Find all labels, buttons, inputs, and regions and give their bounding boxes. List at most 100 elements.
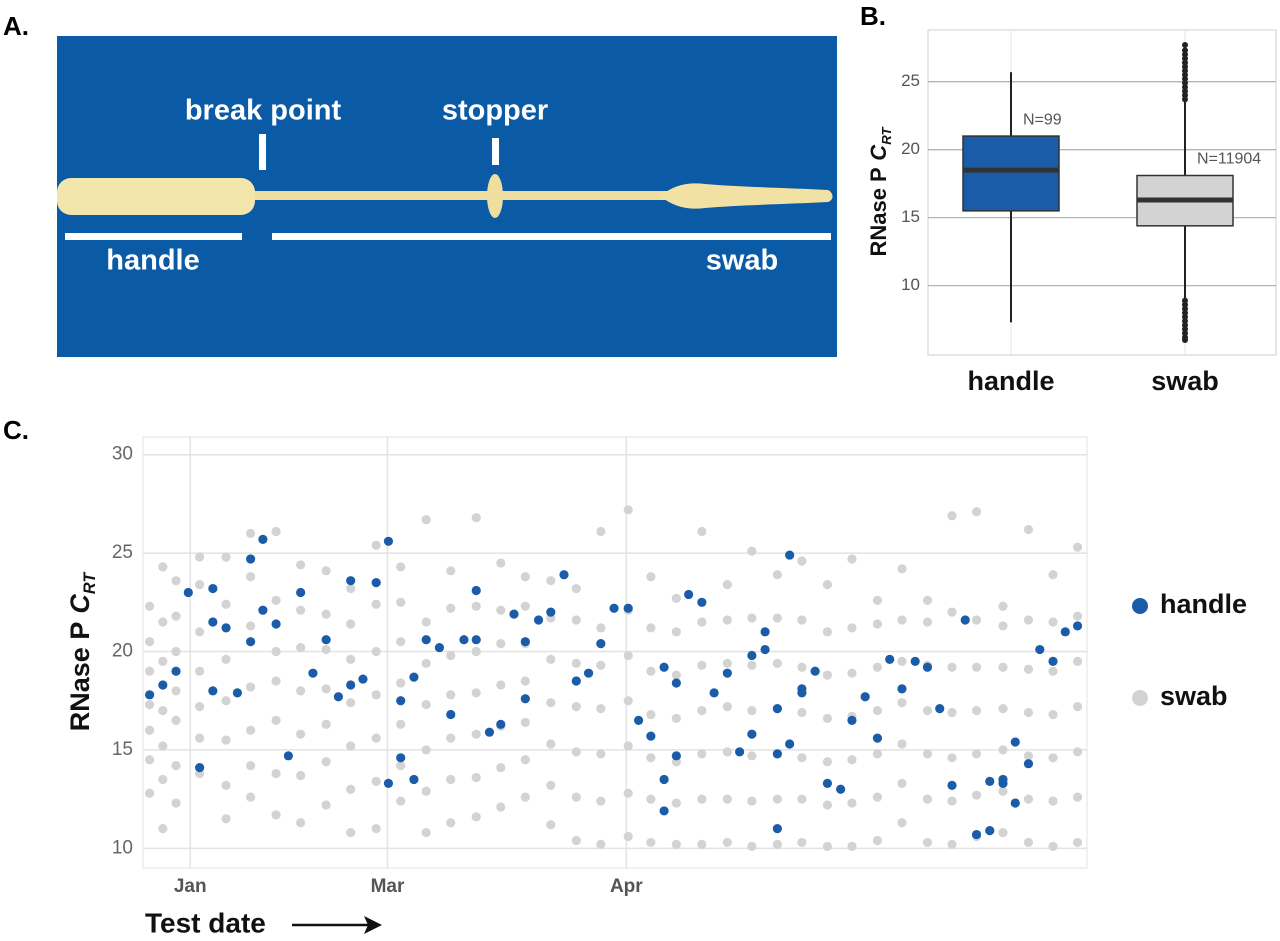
- point: [735, 747, 745, 757]
- y-tick-label: 10: [901, 275, 920, 294]
- point: [396, 637, 406, 647]
- point: [872, 619, 883, 629]
- point: [496, 558, 506, 568]
- point: [872, 705, 883, 716]
- point: [246, 528, 256, 539]
- point: [1023, 837, 1034, 848]
- point: [208, 686, 218, 696]
- x-tick-label: Apr: [610, 876, 643, 897]
- point: [421, 700, 431, 710]
- point: [671, 678, 681, 688]
- point: [998, 786, 1008, 796]
- point: [722, 702, 732, 712]
- point: [421, 786, 431, 796]
- point: [145, 666, 155, 676]
- point: [158, 741, 168, 751]
- plot-area: [142, 436, 1088, 869]
- point: [659, 662, 669, 672]
- point: [847, 755, 857, 765]
- point: [221, 735, 231, 745]
- y-tick-label: 20: [112, 641, 133, 662]
- point: [797, 753, 807, 763]
- point: [760, 644, 770, 655]
- photo: break point stopper handle swab: [57, 36, 837, 357]
- point: [434, 642, 445, 653]
- point: [998, 703, 1008, 714]
- point: [296, 818, 306, 828]
- point: [971, 662, 982, 672]
- point: [520, 694, 530, 704]
- point: [321, 609, 331, 619]
- point: [520, 755, 530, 765]
- point: [772, 839, 782, 849]
- point: [1072, 702, 1083, 712]
- point: [158, 562, 168, 572]
- point: [321, 635, 331, 645]
- point: [471, 688, 481, 698]
- point: [671, 713, 681, 724]
- point: [571, 792, 581, 802]
- point: [471, 729, 481, 739]
- point: [232, 688, 242, 698]
- point: [158, 656, 168, 666]
- point: [446, 818, 456, 828]
- point: [971, 507, 982, 517]
- point: [396, 753, 406, 763]
- point: [897, 698, 907, 708]
- point: [697, 749, 707, 759]
- point: [797, 707, 807, 718]
- y-axis-label: RNase P CRT: [65, 571, 99, 732]
- point: [872, 662, 883, 672]
- point: [471, 646, 481, 657]
- point: [847, 668, 857, 678]
- point: [922, 595, 933, 605]
- point: [646, 572, 656, 582]
- point: [546, 780, 556, 790]
- point: [947, 796, 957, 806]
- point: [271, 646, 281, 657]
- point: [847, 841, 857, 851]
- point: [446, 690, 456, 700]
- photo-label: handle: [106, 245, 199, 277]
- point: [1023, 664, 1034, 674]
- point: [596, 839, 606, 849]
- point: [496, 680, 506, 690]
- y-axis-label-symbol: C: [65, 594, 95, 614]
- point: [271, 526, 281, 537]
- point: [145, 690, 155, 700]
- point: [971, 829, 982, 840]
- point: [371, 690, 381, 700]
- point: [922, 705, 933, 716]
- point: [396, 761, 406, 771]
- point: [947, 780, 957, 790]
- point: [623, 741, 633, 751]
- point: [747, 613, 757, 623]
- point: [872, 835, 883, 846]
- point: [623, 788, 633, 798]
- point: [596, 526, 606, 537]
- y-axis-label-symbol: C: [866, 144, 891, 161]
- y-tick-label: 15: [901, 207, 920, 226]
- point: [496, 639, 506, 649]
- point: [872, 595, 883, 605]
- point: [271, 810, 281, 820]
- point: [208, 617, 218, 627]
- box: [962, 135, 1060, 212]
- point: [722, 615, 732, 625]
- point: [722, 794, 732, 804]
- point: [346, 583, 356, 594]
- point: [872, 792, 883, 802]
- point: [371, 578, 381, 588]
- point: [421, 745, 431, 755]
- point: [747, 751, 757, 761]
- point: [836, 784, 846, 794]
- point: [296, 770, 306, 781]
- point: [195, 702, 205, 712]
- point: [596, 703, 606, 714]
- point: [747, 729, 757, 739]
- point: [684, 589, 694, 600]
- point: [195, 763, 205, 773]
- point: [1023, 759, 1034, 769]
- point: [446, 566, 456, 576]
- point: [671, 593, 681, 603]
